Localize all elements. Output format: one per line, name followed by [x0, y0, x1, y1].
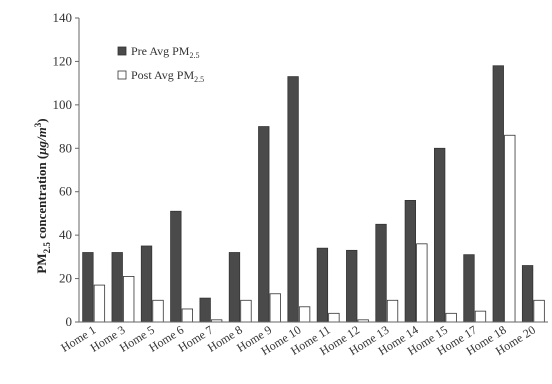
bar-post-avg: [93, 284, 106, 323]
y-tick-label: 0: [66, 314, 73, 329]
y-axis-label-part: PM: [34, 253, 49, 273]
bar-pre-avg: [316, 247, 329, 323]
y-tick-label: 140: [53, 10, 73, 25]
bar-post-avg: [416, 243, 428, 323]
bar-pre-avg: [199, 297, 211, 323]
bar-pre-avg: [82, 252, 94, 323]
y-axis-label-subscript: 2.5: [42, 242, 52, 254]
y-axis-label-part: ): [34, 118, 49, 122]
bar-pre-avg: [140, 245, 153, 323]
bar-pre-avg: [463, 254, 475, 323]
legend-label-post-subscript: 2.5: [194, 75, 204, 84]
y-tick-label: 120: [53, 53, 73, 68]
legend-swatch-pre: [117, 46, 127, 56]
bar-pre-avg: [170, 210, 182, 323]
y-tick-label: 40: [59, 227, 72, 242]
legend-label-pre-subscript: 2.5: [189, 51, 199, 60]
bar-post-avg: [269, 293, 281, 323]
bar-pre-avg: [287, 76, 299, 323]
bar-post-avg: [533, 299, 545, 323]
bar-pre-avg: [258, 126, 270, 323]
bar-post-avg: [504, 134, 516, 323]
bar-pre-avg: [521, 265, 534, 323]
legend: Pre Avg PM2.5 Post Avg PM2.5: [117, 44, 204, 84]
bar-pre-avg: [375, 223, 387, 323]
bar-pre-avg: [346, 249, 358, 323]
bar-post-avg: [298, 306, 311, 323]
y-tick-label: 20: [59, 271, 72, 286]
legend-swatch-post: [117, 70, 127, 80]
y-axis-label-superscript: 3: [33, 122, 43, 127]
y-tick-label: 60: [59, 184, 72, 199]
bars: [82, 65, 545, 323]
legend-label-post-main: Post Avg PM: [131, 68, 194, 82]
bar-pre-avg: [492, 65, 504, 323]
bar-post-avg: [386, 299, 399, 323]
y-axis-label-part: concentration (: [34, 155, 49, 242]
y-tick-label: 100: [53, 97, 73, 112]
bar-post-avg: [181, 308, 193, 323]
bar-pre-avg: [434, 147, 446, 323]
bar-post-avg: [474, 310, 487, 323]
y-axis-label: PM2.5 concentration (μg/m3): [33, 118, 52, 273]
bar-post-avg: [123, 275, 135, 323]
bar-pre-avg: [404, 199, 416, 323]
y-axis-label-part: μ: [34, 148, 49, 156]
bar-post-avg: [445, 312, 457, 323]
bar-post-avg: [328, 312, 340, 323]
legend-label-pre-main: Pre Avg PM: [131, 44, 190, 58]
bar-post-avg: [240, 299, 252, 323]
y-tick-label: 80: [59, 140, 72, 155]
bar-pre-avg: [111, 252, 123, 323]
y-axis-label-part: g/m: [34, 127, 49, 148]
y-axis-ticks: 0 20 40 60 80 100 120 140: [53, 10, 79, 329]
legend-label-post: Post Avg PM2.5: [131, 68, 204, 84]
legend-label-pre: Pre Avg PM2.5: [131, 44, 199, 60]
bar-post-avg: [152, 299, 164, 323]
bar-pre-avg: [228, 252, 241, 323]
